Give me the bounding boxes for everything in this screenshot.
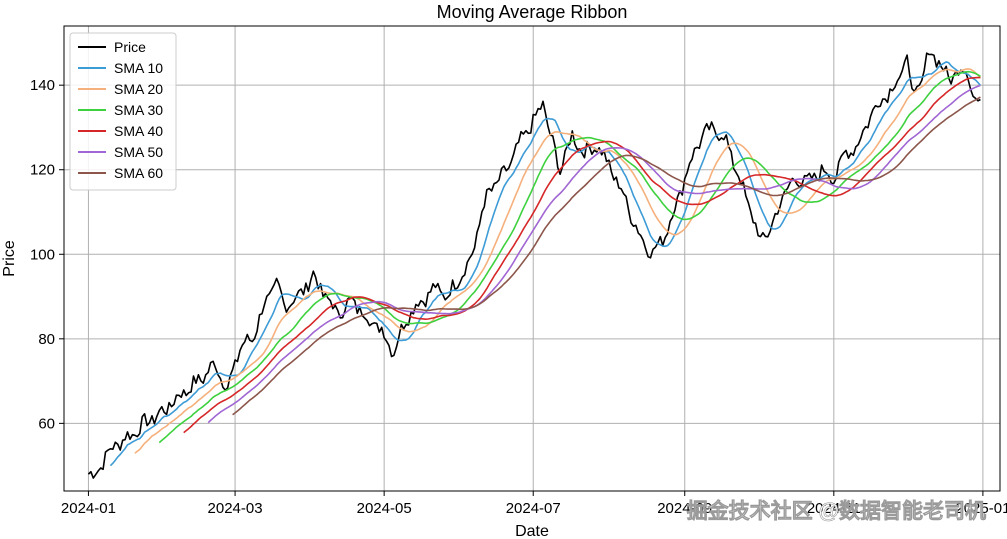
y-axis: 60 80 100 120 140 — [30, 77, 64, 432]
x-tick-label: 2024-03 — [208, 500, 263, 517]
legend-label: SMA 50 — [114, 144, 163, 160]
x-axis: 2024-01 2024-03 2024-05 2024-07 2024-09 2024-… — [61, 491, 1007, 517]
x-axis-label: Date — [515, 523, 549, 539]
legend-label: Price — [114, 39, 146, 55]
legend: Price SMA 10 SMA 20 SMA 30 SMA 40 SMA 50 SMA 6… — [69, 32, 177, 191]
series-line-sma-20 — [134, 68, 981, 454]
legend-label: SMA 40 — [114, 123, 163, 139]
legend-label: SMA 20 — [114, 81, 163, 97]
x-tick-label: 2025-01 — [955, 500, 1007, 517]
y-tick-label: 100 — [30, 246, 55, 263]
chart-title: Moving Average Ribbon — [437, 2, 628, 22]
series-line-sma-10 — [109, 61, 982, 467]
axes-frame — [63, 25, 1001, 492]
series-line-sma-40 — [183, 76, 981, 434]
y-tick-label: 140 — [30, 77, 55, 94]
watermark: 掘金技术社区 @数据智能老司机 — [687, 499, 986, 523]
y-tick-label: 80 — [38, 331, 55, 348]
x-tick-label: 2024-09 — [657, 500, 712, 517]
series-line-price — [87, 52, 981, 479]
x-tick-label: 2024-07 — [506, 500, 561, 517]
legend-label: SMA 10 — [114, 60, 163, 76]
series-line-sma-50 — [207, 84, 981, 424]
y-axis-label: Price — [1, 240, 18, 277]
legend-label: SMA 60 — [114, 165, 163, 181]
x-tick-label: 2024-01 — [61, 500, 116, 517]
y-tick-label: 60 — [38, 415, 55, 432]
x-tick-label: 2024-11 — [807, 500, 861, 517]
series-line-sma-60 — [232, 96, 981, 416]
legend-label: SMA 30 — [114, 102, 163, 118]
y-tick-label: 120 — [30, 162, 55, 179]
series-layer — [87, 52, 982, 479]
legend-box — [69, 32, 177, 191]
x-tick-label: 2024-05 — [357, 500, 412, 517]
series-line-sma-30 — [158, 70, 981, 444]
grid-lines — [64, 26, 1000, 491]
